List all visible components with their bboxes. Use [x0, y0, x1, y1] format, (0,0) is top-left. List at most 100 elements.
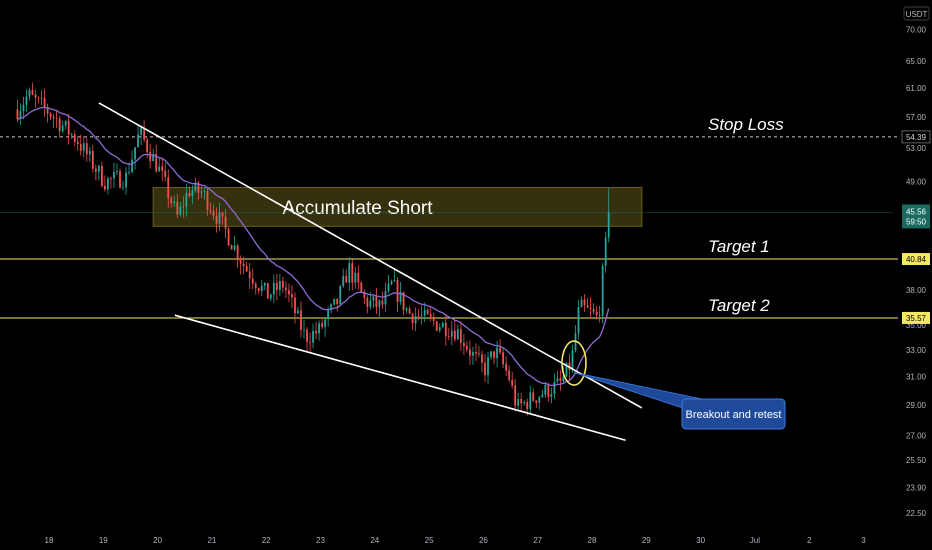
- candle-body: [288, 290, 290, 295]
- candle-body: [37, 97, 40, 99]
- candle-body: [173, 201, 176, 204]
- candle-body: [333, 298, 336, 305]
- candle-body: [384, 291, 387, 305]
- candle-body: [158, 166, 161, 172]
- candle-body: [417, 316, 420, 317]
- candle-body: [291, 294, 293, 298]
- currency-badge: [903, 6, 930, 21]
- candle-body: [76, 141, 79, 145]
- candle-body: [490, 351, 492, 358]
- candle-body: [218, 212, 221, 224]
- currency-label: USDT: [906, 10, 928, 19]
- moving-average-layer: [17, 106, 610, 387]
- candle-body: [420, 315, 423, 317]
- candle-body: [185, 192, 188, 207]
- candle-body: [601, 266, 604, 316]
- candle-body: [197, 182, 200, 193]
- candle-body: [414, 316, 417, 324]
- price-tick: 23.90: [906, 483, 927, 492]
- candles-layer: [16, 82, 610, 416]
- candle-body: [423, 310, 426, 316]
- candle-body: [369, 300, 372, 307]
- candle-body: [239, 260, 242, 264]
- candle-body: [79, 144, 82, 151]
- candle-body: [64, 120, 67, 126]
- candle-body: [294, 297, 296, 314]
- candle-body: [324, 319, 327, 328]
- price-tick: 29.00: [906, 401, 927, 410]
- candle-body: [532, 392, 535, 401]
- candle-body: [550, 393, 553, 398]
- candle-body: [375, 296, 378, 308]
- candle-body: [508, 370, 511, 380]
- candle-body: [366, 297, 369, 307]
- candle-body: [336, 298, 339, 305]
- candle-body: [230, 245, 233, 250]
- candle-body: [203, 190, 206, 192]
- candle-body: [493, 351, 495, 359]
- candle-body: [526, 402, 529, 409]
- candle-body: [70, 134, 73, 136]
- candle-body: [450, 330, 453, 337]
- candle-body: [345, 276, 348, 283]
- time-tick: 28: [588, 536, 597, 545]
- time-tick: 26: [479, 536, 488, 545]
- trendline-1: [174, 314, 626, 441]
- candle-body: [535, 400, 538, 403]
- candle-body: [523, 402, 526, 404]
- candle-body: [354, 272, 357, 283]
- price-tick: 31.00: [906, 373, 927, 382]
- candle-body: [309, 342, 311, 343]
- time-tick: 18: [45, 536, 54, 545]
- price-tick: 35.00: [906, 321, 927, 330]
- candle-body: [408, 308, 411, 314]
- time-tick: 3: [861, 536, 866, 545]
- candle-body: [125, 172, 127, 188]
- time-tick: 2: [807, 536, 812, 545]
- candle-body: [348, 263, 351, 283]
- time-tick: 20: [153, 536, 162, 545]
- candle-body: [306, 329, 308, 343]
- candle-body: [281, 280, 284, 288]
- level-label-0: Stop Loss: [708, 115, 784, 134]
- candle-body: [553, 381, 556, 394]
- accumulate-short-zone: [152, 187, 643, 227]
- price-tick: 65.00: [906, 57, 927, 66]
- candle-body: [411, 313, 414, 324]
- candle-body: [472, 352, 474, 356]
- candle-body: [16, 109, 19, 120]
- candle-body: [155, 154, 158, 172]
- candle-body: [200, 191, 203, 193]
- level-price-tag-bg: [901, 130, 931, 144]
- candle-body: [245, 266, 248, 272]
- price-tick: 27.00: [906, 431, 927, 440]
- candle-body: [396, 279, 399, 302]
- candle-body: [134, 147, 136, 160]
- callout-label: Breakout and retest: [685, 409, 781, 421]
- candle-body: [381, 300, 384, 305]
- candle-body: [170, 198, 173, 204]
- candle-body: [224, 216, 227, 229]
- candle-body: [221, 212, 224, 217]
- candle-body: [227, 228, 230, 246]
- candle-body: [607, 212, 610, 238]
- candle-body: [583, 299, 586, 306]
- annotations-layer: Breakout and retest: [561, 340, 786, 430]
- candle-body: [592, 309, 595, 312]
- level-price-tag: 40.84: [906, 255, 927, 264]
- candle-body: [580, 299, 583, 308]
- candle-body: [372, 296, 375, 301]
- time-tick: 19: [99, 536, 108, 545]
- candle-body: [82, 143, 85, 151]
- candle-body: [505, 364, 508, 371]
- candle-body: [257, 288, 260, 292]
- candle-body: [242, 263, 245, 267]
- candle-body: [91, 150, 94, 169]
- candle-body: [272, 282, 275, 295]
- candle-body: [61, 125, 64, 132]
- price-tick: 70.00: [906, 25, 927, 34]
- accumulate-short-label: Accumulate Short: [283, 198, 434, 219]
- callout-box: [681, 398, 786, 430]
- candle-body: [562, 376, 565, 382]
